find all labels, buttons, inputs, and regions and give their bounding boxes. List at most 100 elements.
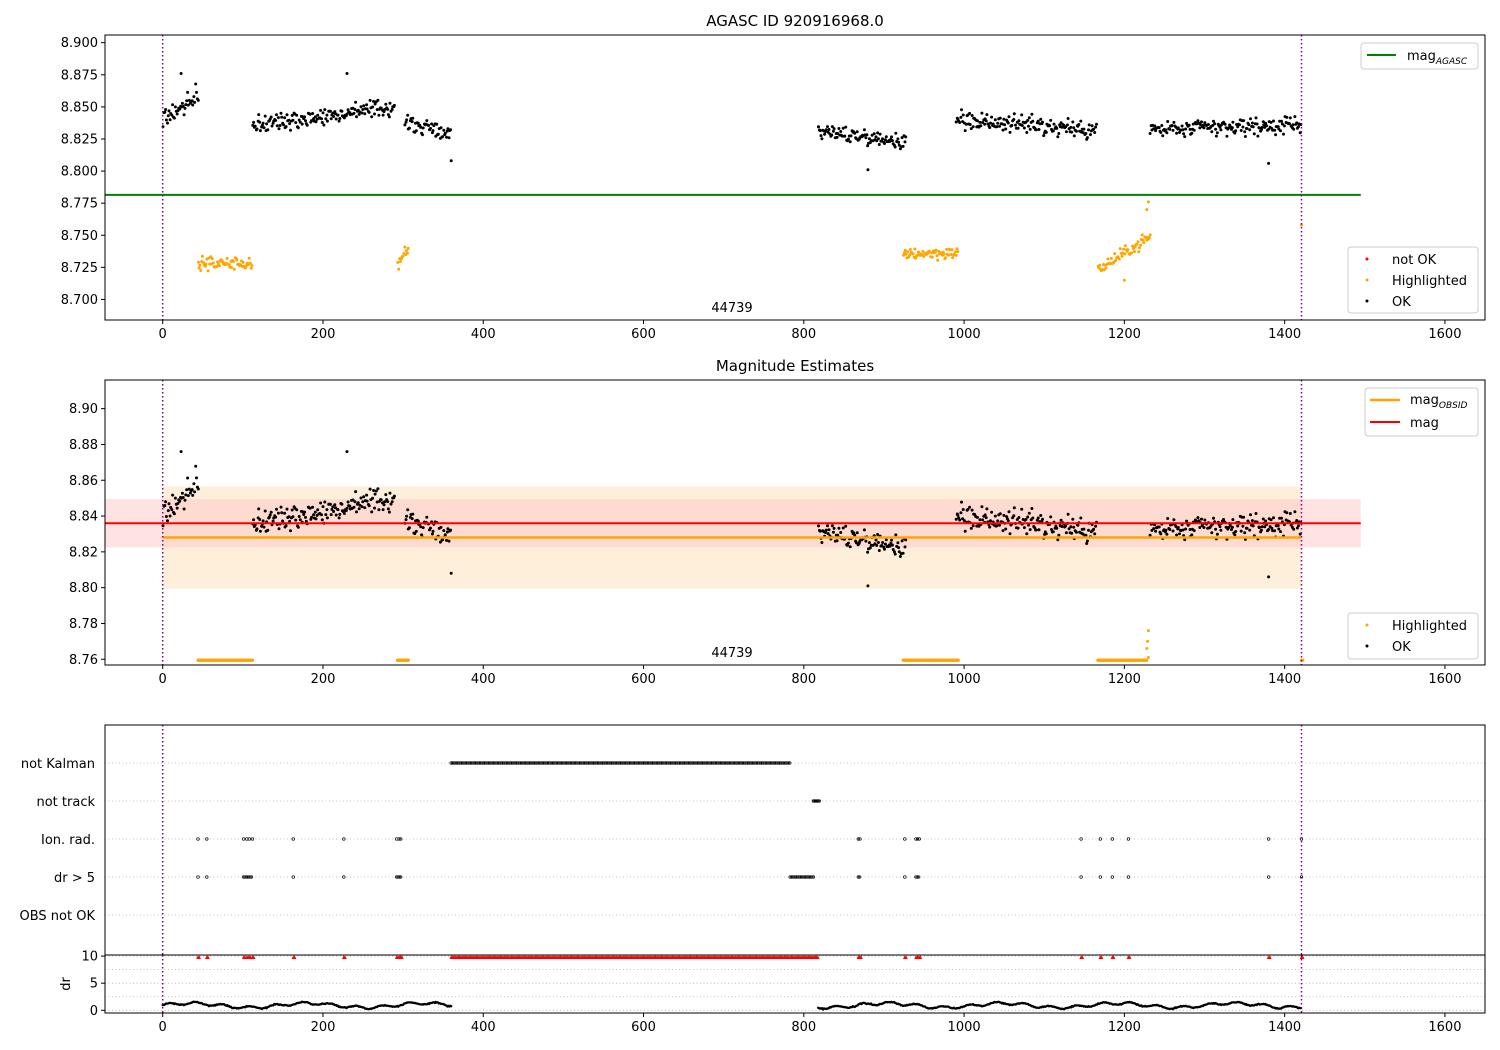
ok-point xyxy=(294,121,298,125)
ok-point xyxy=(1154,529,1158,533)
ok-point xyxy=(875,543,879,547)
ok-point xyxy=(960,108,963,112)
ok-point xyxy=(352,111,356,115)
ok-point xyxy=(1181,128,1185,132)
ok-point xyxy=(1094,125,1098,129)
ok-point xyxy=(370,115,374,119)
ok-point xyxy=(1277,527,1281,531)
ok-point xyxy=(284,125,288,129)
ok-point xyxy=(373,112,376,116)
y-tick-label: 8.82 xyxy=(69,545,98,560)
ok-point xyxy=(1274,133,1278,137)
y-tick-label: 8.750 xyxy=(61,229,98,244)
ok-point xyxy=(298,518,302,522)
ok-point xyxy=(819,134,823,138)
highlighted-point xyxy=(913,247,917,251)
ok-point xyxy=(958,121,962,124)
ok-point xyxy=(1017,516,1021,519)
flag-point xyxy=(291,837,295,841)
highlighted-point xyxy=(232,267,236,271)
ok-point xyxy=(167,109,171,113)
ok-point xyxy=(1160,124,1164,127)
ok-point xyxy=(279,505,283,509)
ok-point xyxy=(389,502,393,506)
ok-point xyxy=(963,129,967,133)
ok-point xyxy=(325,508,329,512)
ok-point xyxy=(276,511,280,515)
ok-point xyxy=(441,538,445,542)
ok-point xyxy=(170,508,174,512)
ok-point xyxy=(332,510,336,513)
ok-point xyxy=(404,120,408,124)
ok-point xyxy=(1000,122,1004,126)
ok-point xyxy=(874,538,878,542)
ok-point xyxy=(263,509,267,513)
highlighted-point xyxy=(1130,251,1134,255)
flag-point xyxy=(1098,875,1102,879)
ok-point xyxy=(866,144,870,148)
highlighted-point xyxy=(211,261,215,265)
ok-point xyxy=(304,519,308,523)
flag-point xyxy=(342,837,346,841)
ok-point xyxy=(1256,134,1260,138)
ok-point xyxy=(1014,123,1017,127)
ok-point xyxy=(1241,125,1245,129)
ok-point xyxy=(449,159,453,163)
ok-point xyxy=(1174,525,1178,528)
ok-point xyxy=(1165,532,1169,536)
ok-point xyxy=(1181,528,1185,532)
ok-point xyxy=(1236,125,1240,129)
flag-point xyxy=(1266,875,1271,879)
x-tick-label: 0 xyxy=(159,672,167,687)
ok-point xyxy=(1093,131,1097,134)
ok-point xyxy=(866,168,870,172)
ok-point xyxy=(1254,512,1258,515)
ok-point xyxy=(187,487,191,491)
ok-point xyxy=(410,120,414,124)
ok-point xyxy=(287,118,291,122)
ok-point xyxy=(1245,526,1249,530)
ok-point xyxy=(893,145,897,149)
ok-point xyxy=(877,549,881,552)
flag-point xyxy=(291,875,295,879)
ok-point xyxy=(1200,517,1203,521)
ok-point xyxy=(403,123,407,127)
ok-point xyxy=(1228,523,1232,527)
ok-point xyxy=(1234,129,1238,133)
ok-point xyxy=(1198,123,1202,126)
ok-point xyxy=(1233,131,1237,135)
ok-point xyxy=(959,115,963,119)
ok-point xyxy=(190,99,194,103)
ok-point xyxy=(324,513,328,517)
ok-point xyxy=(416,121,420,125)
ok-point xyxy=(186,103,190,107)
ok-point xyxy=(1031,119,1035,123)
highlighted-point xyxy=(1137,250,1141,254)
flag-point xyxy=(788,761,792,765)
ok-point xyxy=(1076,523,1080,527)
ok-point xyxy=(375,500,379,504)
ok-point xyxy=(379,498,383,502)
ok-point xyxy=(959,511,963,515)
ok-point xyxy=(1072,134,1076,138)
ok-point xyxy=(313,510,317,514)
ok-point xyxy=(390,500,394,504)
ok-point xyxy=(310,119,314,123)
highlighted-point xyxy=(230,266,233,269)
ok-point xyxy=(876,541,880,544)
x-tick-label: 1600 xyxy=(1428,672,1461,687)
highlighted-point xyxy=(908,248,912,251)
ok-point xyxy=(1267,161,1271,165)
ok-point xyxy=(345,506,349,510)
ok-point xyxy=(883,542,887,546)
ok-point xyxy=(342,512,346,515)
ok-point xyxy=(445,530,449,534)
y-tick-label: 8.700 xyxy=(61,293,98,308)
ok-point xyxy=(329,513,333,517)
highlighted-point xyxy=(1106,257,1110,261)
ok-point xyxy=(961,113,965,117)
ok-point xyxy=(1055,126,1059,130)
ok-point xyxy=(1092,127,1096,131)
ok-point xyxy=(1267,528,1271,531)
highlighted-point xyxy=(250,264,254,267)
